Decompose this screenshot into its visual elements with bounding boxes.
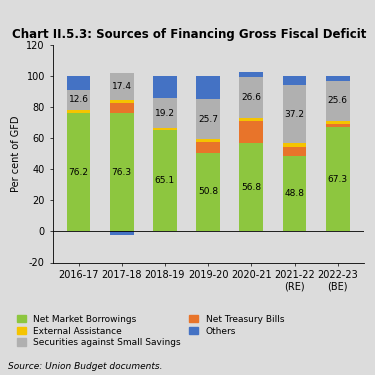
Bar xyxy=(153,129,177,130)
Bar xyxy=(67,113,90,231)
Bar xyxy=(283,76,306,86)
Bar xyxy=(110,103,134,113)
Bar xyxy=(196,139,220,142)
Bar xyxy=(240,118,263,122)
Text: 17.4: 17.4 xyxy=(112,82,132,92)
Bar xyxy=(67,90,90,110)
Bar xyxy=(240,122,263,143)
Text: 50.8: 50.8 xyxy=(198,188,218,196)
Bar xyxy=(240,143,263,231)
Bar xyxy=(326,121,350,124)
Text: 19.2: 19.2 xyxy=(155,108,175,117)
Legend: Net Market Borrowings, External Assistance, Securities against Small Savings, Ne: Net Market Borrowings, External Assistan… xyxy=(16,315,284,347)
Bar xyxy=(67,76,90,90)
Bar xyxy=(153,76,177,98)
Bar xyxy=(326,76,350,81)
Text: 48.8: 48.8 xyxy=(285,189,304,198)
Text: 12.6: 12.6 xyxy=(69,95,88,104)
Bar xyxy=(196,153,220,231)
Text: 37.2: 37.2 xyxy=(285,110,304,119)
Bar xyxy=(110,100,134,103)
Bar xyxy=(326,81,350,121)
Bar xyxy=(283,143,306,147)
Text: 76.3: 76.3 xyxy=(112,168,132,177)
Text: Source: Union Budget documents.: Source: Union Budget documents. xyxy=(8,362,162,371)
Bar xyxy=(67,110,90,113)
Text: 25.6: 25.6 xyxy=(328,96,348,105)
Text: 67.3: 67.3 xyxy=(328,175,348,184)
Bar xyxy=(110,231,134,234)
Bar xyxy=(153,130,177,231)
Bar xyxy=(283,147,306,156)
Bar xyxy=(153,98,177,128)
Bar xyxy=(326,124,350,127)
Bar xyxy=(196,76,220,99)
Text: 26.6: 26.6 xyxy=(242,93,261,102)
Bar xyxy=(326,127,350,231)
Text: 65.1: 65.1 xyxy=(155,176,175,185)
Bar xyxy=(240,72,263,77)
Bar xyxy=(283,86,306,143)
Bar xyxy=(110,113,134,231)
Y-axis label: Per cent of GFD: Per cent of GFD xyxy=(11,116,21,192)
Bar xyxy=(196,99,220,139)
Bar xyxy=(153,128,177,129)
Text: 76.2: 76.2 xyxy=(69,168,88,177)
Bar xyxy=(283,156,306,231)
Bar xyxy=(196,142,220,153)
Bar xyxy=(110,74,134,100)
Text: 25.7: 25.7 xyxy=(198,115,218,124)
Text: 56.8: 56.8 xyxy=(241,183,261,192)
Text: Chart II.5.3: Sources of Financing Gross Fiscal Deficit: Chart II.5.3: Sources of Financing Gross… xyxy=(12,28,366,41)
Bar xyxy=(240,77,263,118)
